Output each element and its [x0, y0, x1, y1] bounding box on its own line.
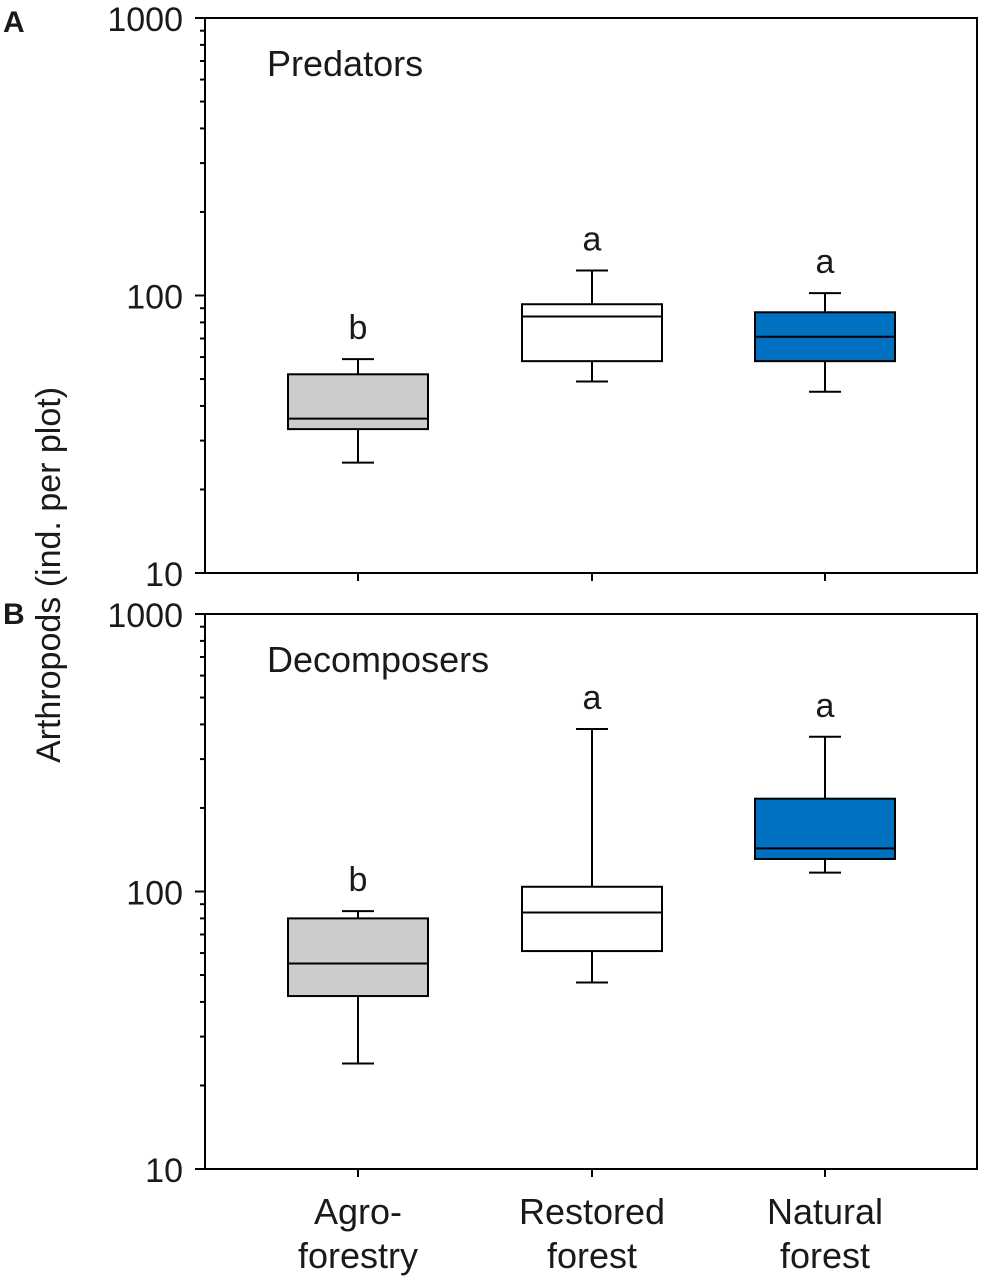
y-tick-label: 1000 [107, 1, 183, 39]
significance-letter: a [816, 243, 835, 281]
panel-a: A Predators 10 100 1000 b a a [3, 1, 978, 594]
box-3: a [754, 687, 896, 874]
panel-b: B Decomposers 10 100 1000 b a a [3, 597, 978, 1190]
panel-letter: A [3, 6, 25, 39]
y-tick-label: 100 [126, 875, 183, 913]
box-2: a [521, 679, 663, 984]
panel-title: Decomposers [267, 639, 489, 680]
box-iqr [287, 917, 429, 998]
x-category-label: Natural forest [767, 1191, 883, 1276]
box-iqr [521, 303, 663, 363]
significance-letter: a [583, 679, 602, 717]
box-iqr [287, 373, 429, 431]
panel-letter: B [3, 598, 25, 631]
box-3: a [754, 243, 896, 393]
panel-title: Predators [267, 43, 423, 84]
y-tick-label: 10 [145, 556, 183, 594]
x-axis-category-labels: Agro-forestry Restored forest Natural forest [298, 1191, 883, 1276]
box-1: b [287, 309, 429, 464]
box-1: b [287, 861, 429, 1065]
significance-letter: a [816, 687, 835, 725]
y-tick-label: 1000 [107, 597, 183, 635]
y-tick-label: 10 [145, 1152, 183, 1190]
chart-panels: A Predators 10 100 1000 b a a B Decomposers 10 100 1… [3, 1, 978, 1190]
y-axis-label: Arthropods (ind. per plot) [30, 387, 68, 763]
significance-letter: a [583, 221, 602, 259]
box-iqr [521, 885, 663, 953]
x-category-label: Restored forest [519, 1191, 665, 1276]
y-tick-label: 100 [126, 279, 183, 317]
significance-letter: b [349, 309, 368, 347]
x-category-label: Agro-forestry [298, 1191, 418, 1276]
significance-letter: b [349, 861, 368, 899]
box-2: a [521, 221, 663, 383]
box-iqr [754, 797, 896, 860]
